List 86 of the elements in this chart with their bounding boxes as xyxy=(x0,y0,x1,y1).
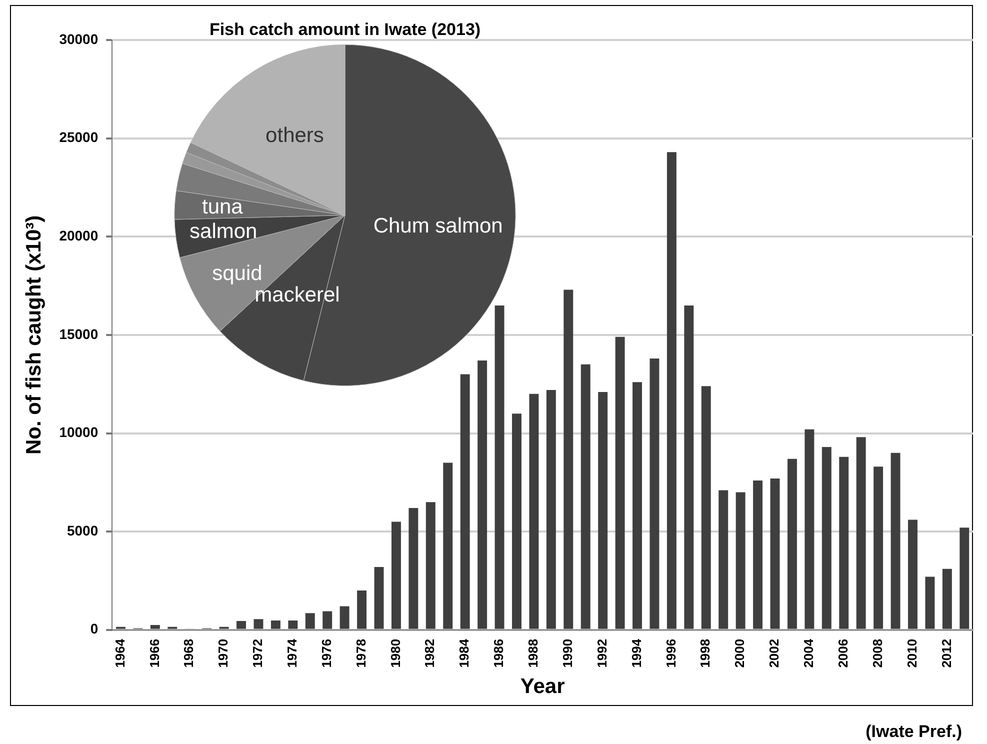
slice-label: tuna xyxy=(202,196,244,219)
x-tick-label: 1964 xyxy=(112,638,128,668)
bar xyxy=(598,392,608,629)
bar xyxy=(546,390,556,629)
bar xyxy=(770,478,780,629)
bar xyxy=(650,358,660,629)
bar xyxy=(357,590,367,629)
bar xyxy=(305,613,315,629)
x-tick-label: 2008 xyxy=(870,638,885,668)
x-tick-label: 1992 xyxy=(594,638,610,668)
y-axis-title: No. of fish caught (x10³) xyxy=(22,215,46,455)
slice-label: others xyxy=(266,124,324,147)
bar xyxy=(736,492,746,629)
x-tick-label: 1998 xyxy=(698,638,713,668)
bar xyxy=(787,458,797,629)
bar xyxy=(839,456,849,629)
bar xyxy=(426,502,436,629)
x-tick-label: 1974 xyxy=(284,638,300,668)
x-tick-label: 2004 xyxy=(801,638,816,668)
y-tick-label: 20000 xyxy=(59,227,98,244)
x-tick-label: 1996 xyxy=(663,638,678,668)
y-tick-label: 25000 xyxy=(59,129,98,146)
chart-title: Fish catch amount in Iwate (2013) xyxy=(209,20,481,39)
x-tick-label: 1982 xyxy=(422,638,438,668)
bar xyxy=(666,152,676,629)
bar xyxy=(804,429,814,629)
bar xyxy=(374,566,384,629)
bar xyxy=(822,447,832,629)
x-tick-label: 2010 xyxy=(904,638,920,668)
bar xyxy=(890,452,900,629)
slice-label: Chum salmon xyxy=(373,214,503,238)
bar xyxy=(254,619,264,629)
x-tick-label: 2006 xyxy=(835,638,850,668)
y-tick-label: 0 xyxy=(90,620,98,637)
y-tick-label: 10000 xyxy=(59,424,98,440)
x-tick-label: 2012 xyxy=(938,638,954,668)
slice-label: mackerel xyxy=(254,284,340,307)
bar xyxy=(322,611,332,629)
bar xyxy=(753,480,763,629)
y-tick-label: 15000 xyxy=(59,326,98,342)
bar xyxy=(288,620,298,629)
x-tick-label: 1972 xyxy=(250,638,266,668)
x-tick-label: 1976 xyxy=(318,638,334,668)
slice-label: squid xyxy=(212,262,262,285)
x-tick-label: 1970 xyxy=(216,638,231,668)
x-tick-label: 1986 xyxy=(491,638,506,668)
bar xyxy=(942,568,952,629)
bar xyxy=(494,305,504,629)
bar xyxy=(150,624,160,629)
x-tick-label: 1984 xyxy=(456,638,472,668)
bar xyxy=(874,466,884,629)
x-tick-label: 1968 xyxy=(181,638,196,668)
y-tick-label: 30000 xyxy=(59,30,98,47)
bar xyxy=(391,522,401,629)
bar xyxy=(580,364,590,629)
x-tick-label: 1988 xyxy=(526,638,541,668)
y-tick-label: 5000 xyxy=(66,522,98,538)
bar xyxy=(460,374,470,629)
bar xyxy=(925,576,935,629)
bar xyxy=(856,437,866,629)
bar xyxy=(443,462,453,629)
x-tick-label: 1990 xyxy=(560,638,575,668)
bar xyxy=(632,382,642,629)
x-tick-label: 1978 xyxy=(353,638,368,668)
bar xyxy=(564,290,574,629)
bar xyxy=(529,394,539,629)
x-tick-label: 2000 xyxy=(732,638,748,668)
bar xyxy=(701,386,711,629)
bar xyxy=(718,490,728,629)
x-tick-label: 1966 xyxy=(146,638,162,668)
text: (Iwate Pref.) xyxy=(866,722,962,742)
bar xyxy=(408,508,418,629)
x-tick-label: 2002 xyxy=(766,638,782,668)
bar xyxy=(512,414,522,629)
x-tick-label: 1994 xyxy=(628,638,644,668)
x-axis-title: Year xyxy=(520,675,565,698)
bar xyxy=(960,528,970,629)
bar xyxy=(615,336,625,629)
bar xyxy=(340,606,350,629)
x-tick-label: 1980 xyxy=(388,638,403,668)
bar xyxy=(478,360,488,629)
bar xyxy=(684,305,694,629)
slice-label: salmon xyxy=(190,220,258,243)
bar xyxy=(236,621,246,629)
bar xyxy=(270,620,280,629)
bar xyxy=(908,520,918,629)
